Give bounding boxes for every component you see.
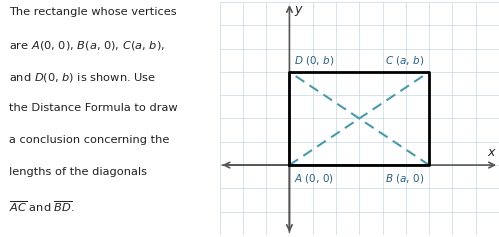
Text: $\overline{AC}$ and $\overline{BD}$.: $\overline{AC}$ and $\overline{BD}$. — [9, 199, 75, 214]
Text: a conclusion concerning the: a conclusion concerning the — [9, 135, 169, 145]
Text: lengths of the diagonals: lengths of the diagonals — [9, 167, 147, 177]
Text: The rectangle whose vertices: The rectangle whose vertices — [9, 7, 177, 17]
Text: $x$: $x$ — [487, 146, 497, 160]
Text: the Distance Formula to draw: the Distance Formula to draw — [9, 103, 178, 113]
Text: $y$: $y$ — [294, 5, 304, 18]
Text: $D$ (0, $b$): $D$ (0, $b$) — [294, 54, 334, 67]
Text: $A$ (0, 0): $A$ (0, 0) — [294, 172, 334, 185]
Text: are $A$(0, 0), $B$($a$, 0), $C$($a$, $b$),: are $A$(0, 0), $B$($a$, 0), $C$($a$, $b$… — [9, 39, 165, 52]
Text: $C$ ($a$, $b$): $C$ ($a$, $b$) — [385, 54, 425, 67]
Text: $B$ ($a$, 0): $B$ ($a$, 0) — [385, 172, 425, 185]
Text: and $D$(0, $b$) is shown. Use: and $D$(0, $b$) is shown. Use — [9, 71, 156, 84]
